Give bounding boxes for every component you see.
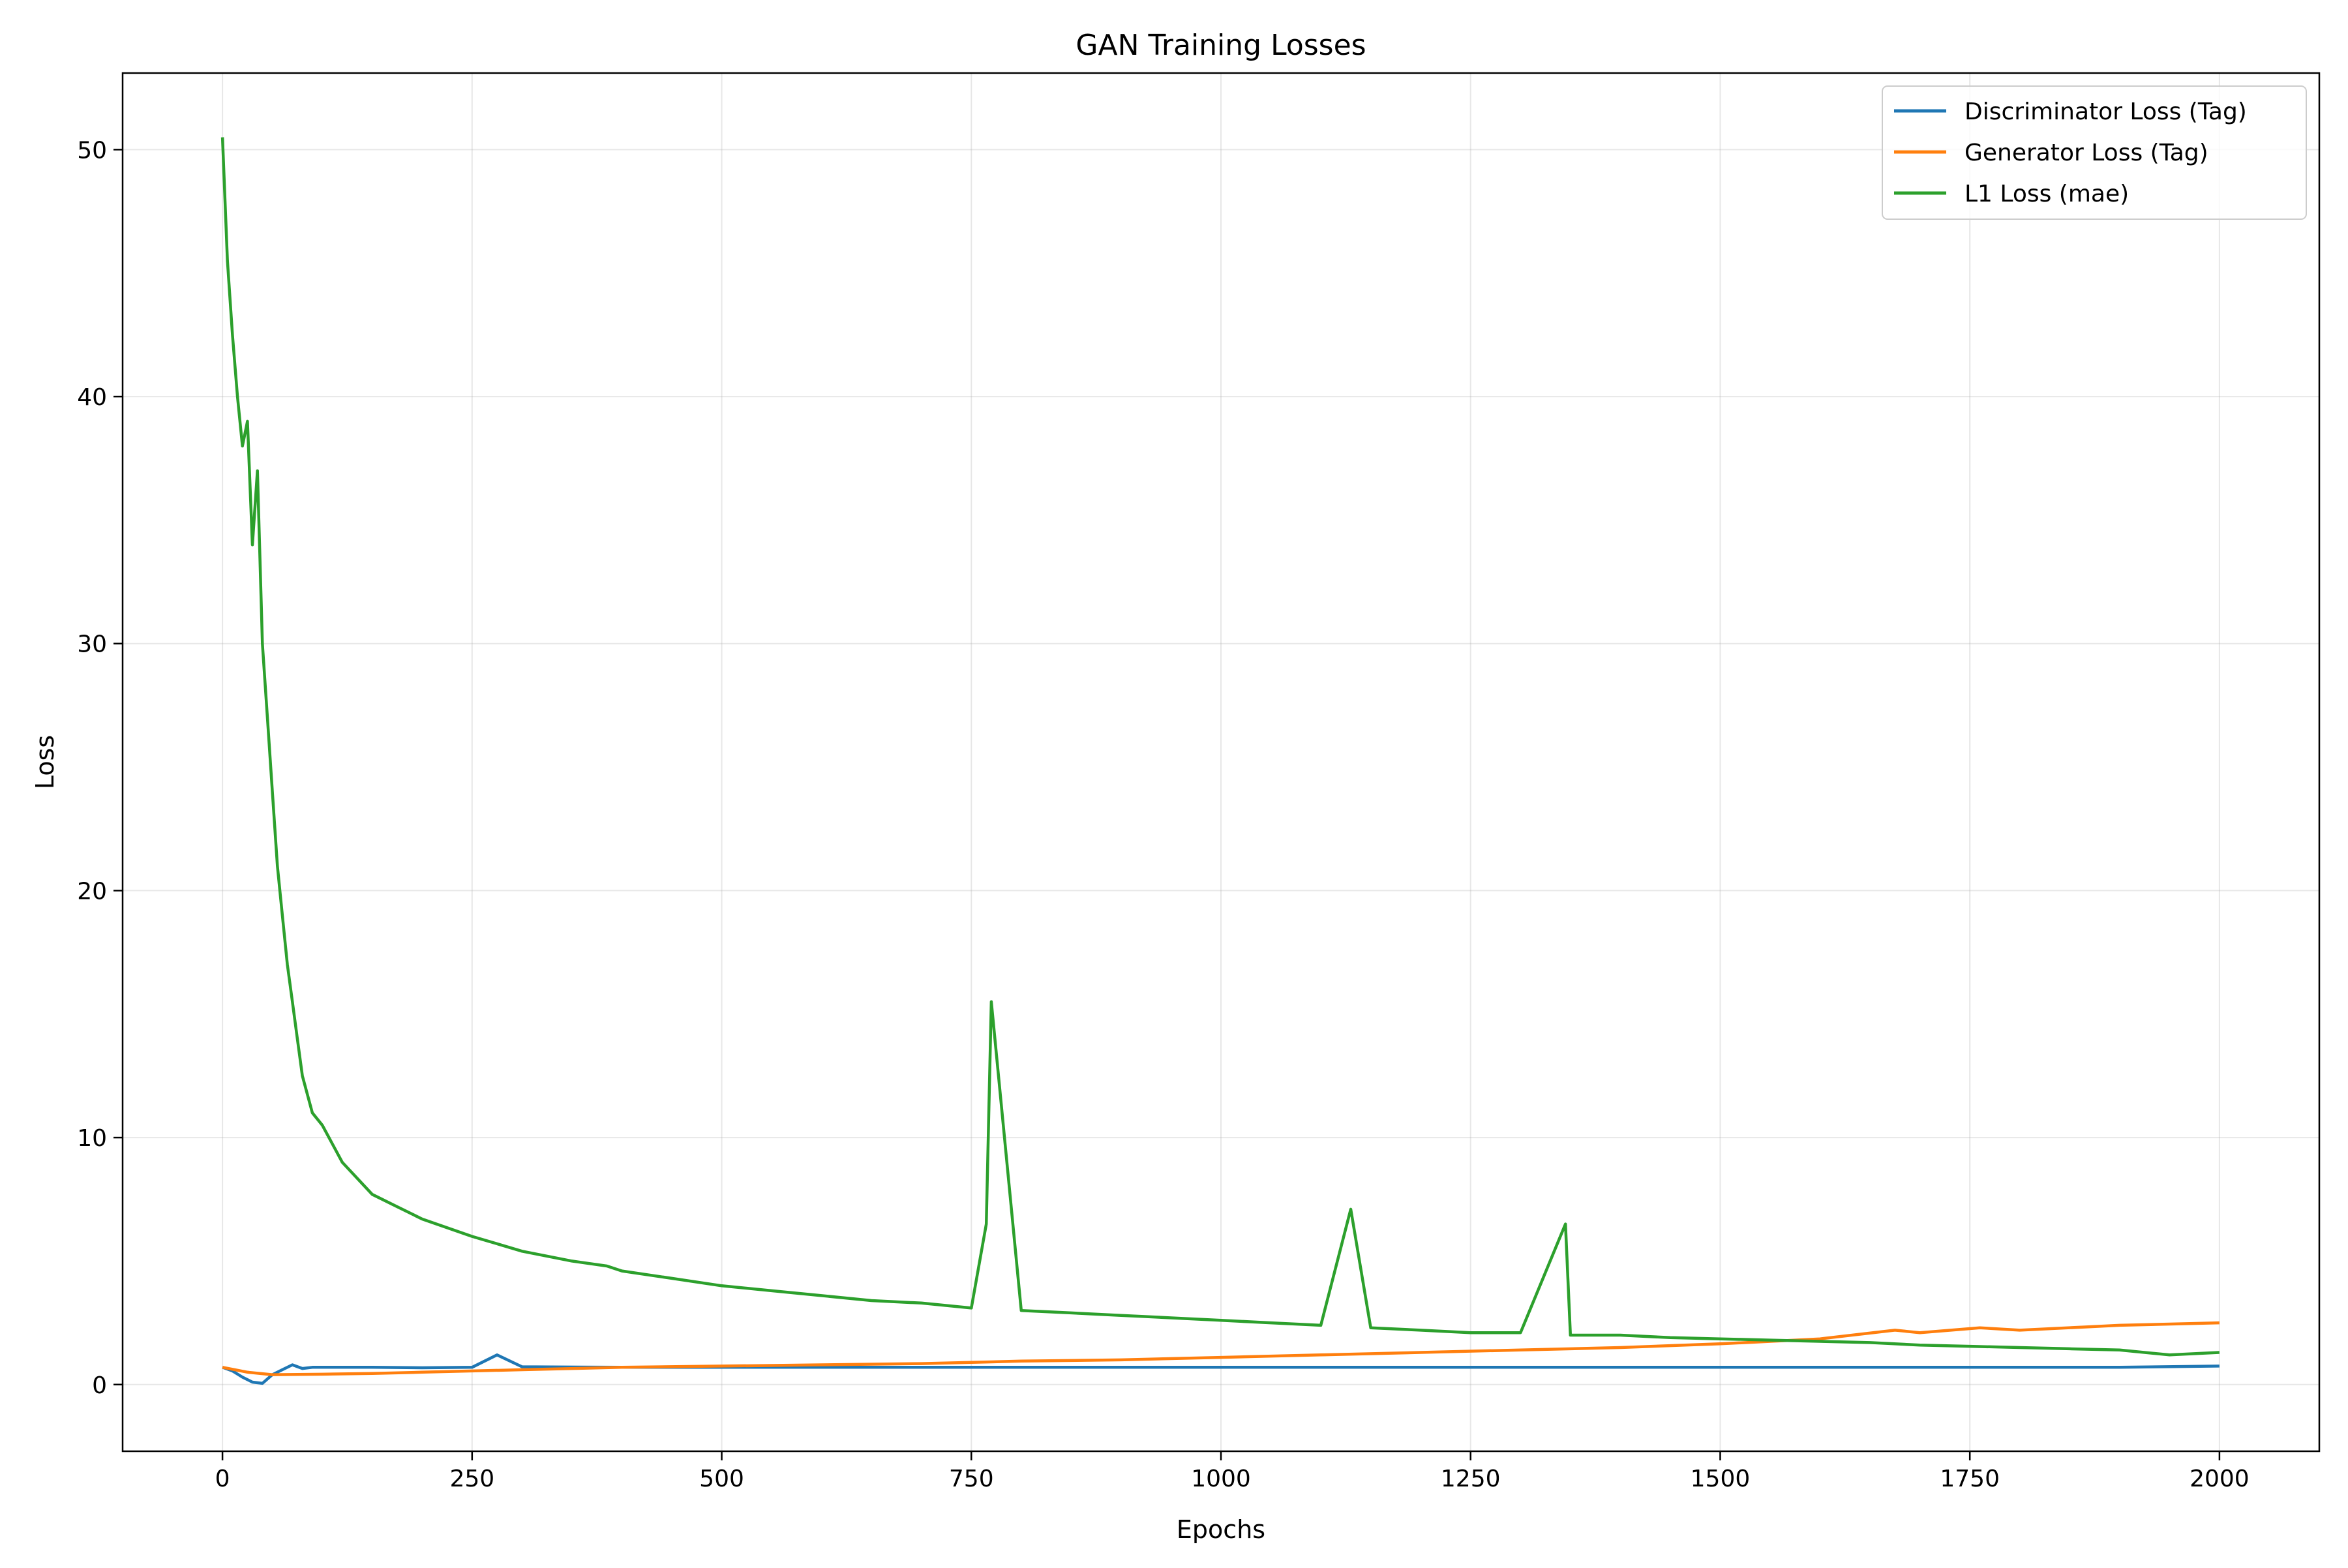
x-tick-label: 1750	[1940, 1466, 2000, 1492]
y-tick-label: 0	[92, 1372, 107, 1399]
ticks: 0 250 500 750 1000 1250 1500 1750 2000 0 10 20 30 40 5…	[77, 137, 2250, 1492]
x-tick-label: 2000	[2190, 1466, 2250, 1492]
x-tick-label: 1250	[1441, 1466, 1501, 1492]
plot-area	[220, 137, 2220, 1385]
series-line-2	[222, 1321, 2220, 1376]
x-tick-label: 500	[699, 1466, 744, 1492]
y-tick-label: 50	[77, 137, 107, 164]
x-tick-label: 1000	[1191, 1466, 1251, 1492]
legend-label: Generator Loss (Tag)	[1964, 140, 2208, 166]
legend: Discriminator Loss (Tag) Generator Loss (…	[1882, 85, 2307, 220]
legend-label: L1 Loss (mae)	[1964, 181, 2129, 207]
x-axis-label: Epochs	[1177, 1515, 1265, 1544]
series-line-3	[220, 137, 2220, 1357]
legend-box	[1882, 85, 2307, 220]
y-axis-label: Loss	[31, 735, 59, 789]
y-tick-label: 30	[77, 631, 107, 658]
y-tick-label: 20	[77, 878, 107, 905]
y-tick-label: 40	[77, 384, 107, 411]
grid	[123, 73, 2319, 1451]
chart-title: GAN Training Losses	[1076, 29, 1366, 62]
x-tick-label: 250	[449, 1466, 494, 1492]
x-tick-label: 750	[949, 1466, 994, 1492]
x-tick-label: 1500	[1691, 1466, 1751, 1492]
y-tick-label: 10	[77, 1125, 107, 1152]
legend-label: Discriminator Loss (Tag)	[1964, 98, 2247, 125]
x-tick-label: 0	[215, 1466, 230, 1492]
